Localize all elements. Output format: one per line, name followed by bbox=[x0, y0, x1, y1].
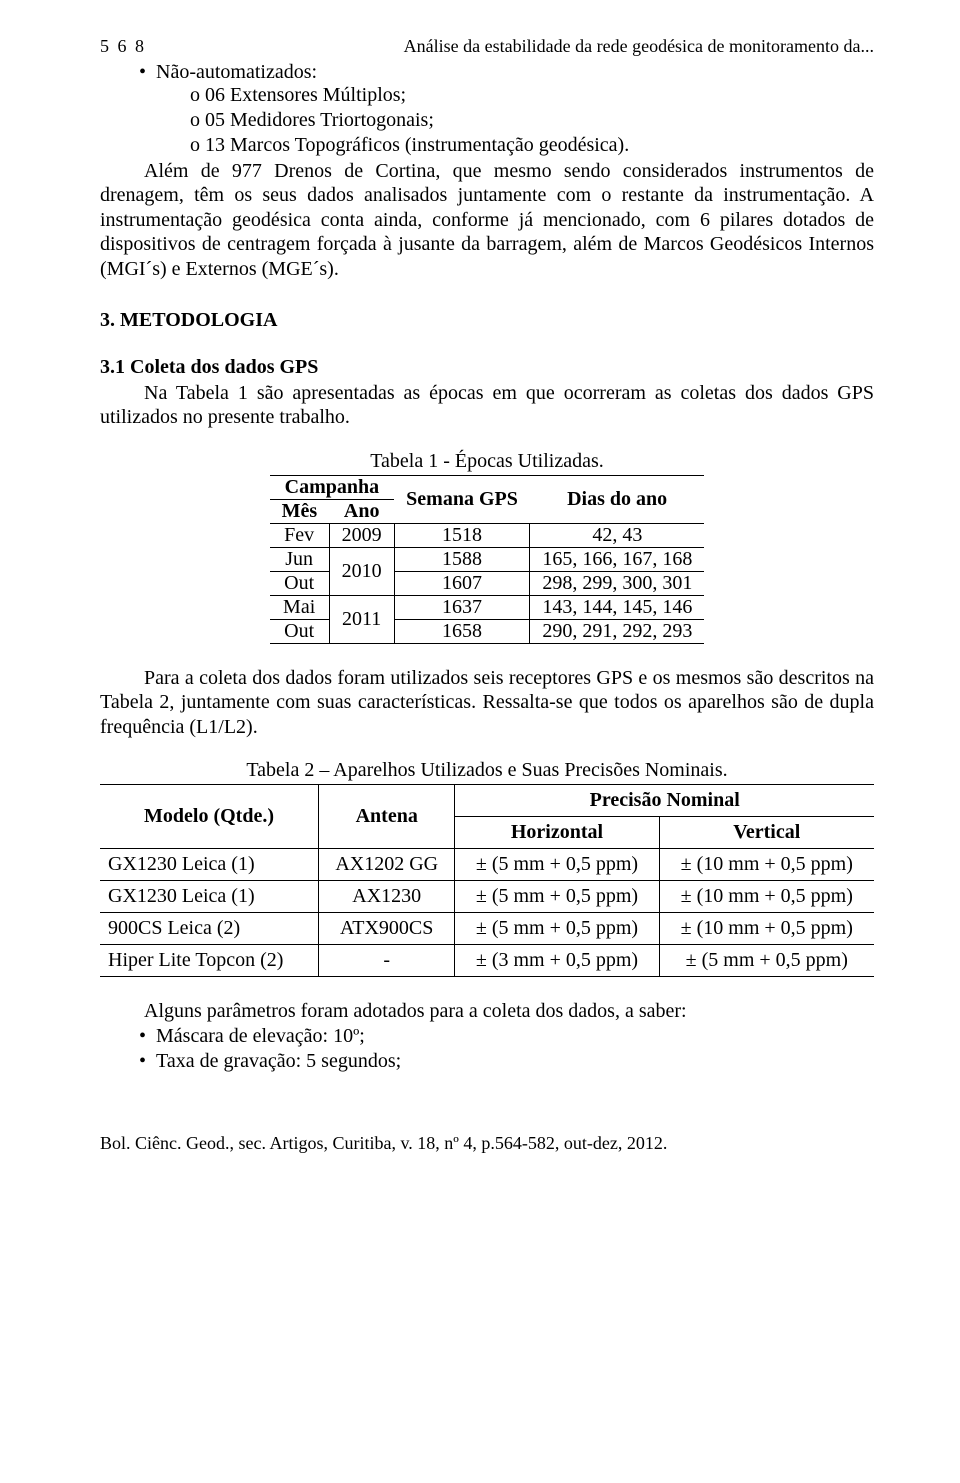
table-cell: 1518 bbox=[394, 523, 530, 547]
table-cell: 165, 166, 167, 168 bbox=[530, 547, 705, 571]
table-cell: ± (10 mm + 0,5 ppm) bbox=[659, 912, 874, 944]
table-cell: ± (5 mm + 0,5 ppm) bbox=[455, 912, 659, 944]
table-caption: Tabela 1 - Épocas Utilizadas. bbox=[100, 450, 874, 473]
table-cell: ± (3 mm + 0,5 ppm) bbox=[455, 944, 659, 976]
table-cell: Hiper Lite Topcon (2) bbox=[100, 944, 319, 976]
bullet-list: Não-automatizados: 06 Extensores Múltipl… bbox=[156, 61, 874, 157]
table-header: Modelo (Qtde.) bbox=[100, 784, 319, 848]
table-header: Semana GPS bbox=[394, 475, 530, 523]
table-header: Dias do ano bbox=[530, 475, 705, 523]
page-header: 5 6 8 Análise da estabilidade da rede ge… bbox=[100, 36, 874, 57]
table-cell: GX1230 Leica (1) bbox=[100, 880, 319, 912]
table-cell: AX1202 GG bbox=[319, 848, 455, 880]
table-cell: 900CS Leica (2) bbox=[100, 912, 319, 944]
table-cell: 1588 bbox=[394, 547, 530, 571]
table-cell: Mai bbox=[270, 595, 330, 619]
table-cell: Fev bbox=[270, 523, 330, 547]
table-2: Modelo (Qtde.) Antena Precisão Nominal H… bbox=[100, 784, 874, 977]
table-cell: ± (10 mm + 0,5 ppm) bbox=[659, 848, 874, 880]
table-cell: AX1230 bbox=[319, 880, 455, 912]
running-title: Análise da estabilidade da rede geodésic… bbox=[404, 36, 874, 57]
table-header: Ano bbox=[329, 499, 394, 523]
table-cell: 1607 bbox=[394, 571, 530, 595]
table-caption: Tabela 2 – Aparelhos Utilizados e Suas P… bbox=[100, 759, 874, 782]
page: 5 6 8 Análise da estabilidade da rede ge… bbox=[0, 0, 960, 1190]
list-item: 05 Medidores Triortogonais; bbox=[190, 109, 874, 132]
list-item: Não-automatizados: 06 Extensores Múltipl… bbox=[156, 61, 874, 157]
table-cell: ± (10 mm + 0,5 ppm) bbox=[659, 880, 874, 912]
table-cell: - bbox=[319, 944, 455, 976]
table-header: Vertical bbox=[659, 816, 874, 848]
table-cell: 42, 43 bbox=[530, 523, 705, 547]
table-header: Antena bbox=[319, 784, 455, 848]
table-cell: Jun bbox=[270, 547, 330, 571]
list-item: Máscara de elevação: 10º; bbox=[156, 1025, 874, 1048]
page-number: 5 6 8 bbox=[100, 36, 146, 57]
table-cell: ATX900CS bbox=[319, 912, 455, 944]
table-cell: 1658 bbox=[394, 619, 530, 643]
table-header: Campanha bbox=[270, 475, 395, 499]
paragraph: Na Tabela 1 são apresentadas as épocas e… bbox=[100, 381, 874, 430]
table-cell: Out bbox=[270, 619, 330, 643]
table-cell: 2009 bbox=[329, 523, 394, 547]
paragraph: Alguns parâmetros foram adotados para a … bbox=[100, 999, 874, 1023]
table-cell: 2010 bbox=[329, 547, 394, 595]
paragraph: Para a coleta dos dados foram utilizados… bbox=[100, 666, 874, 739]
table-header: Mês bbox=[270, 499, 330, 523]
section-heading: 3. METODOLOGIA bbox=[100, 309, 874, 332]
paragraph: Além de 977 Drenos de Cortina, que mesmo… bbox=[100, 159, 874, 281]
table-cell: 290, 291, 292, 293 bbox=[530, 619, 705, 643]
list-item-label: Não-automatizados: bbox=[156, 61, 317, 83]
list-item: 13 Marcos Topográficos (instrumentação g… bbox=[190, 134, 874, 157]
sub-list: 06 Extensores Múltiplos; 05 Medidores Tr… bbox=[190, 84, 874, 157]
table-cell: GX1230 Leica (1) bbox=[100, 848, 319, 880]
list-item: 06 Extensores Múltiplos; bbox=[190, 84, 874, 107]
list-item: Taxa de gravação: 5 segundos; bbox=[156, 1050, 874, 1073]
table-1: Campanha Semana GPS Dias do ano Mês Ano … bbox=[270, 475, 705, 644]
table-cell: 1637 bbox=[394, 595, 530, 619]
table-cell: 2011 bbox=[329, 595, 394, 643]
table-cell: 143, 144, 145, 146 bbox=[530, 595, 705, 619]
param-list: Máscara de elevação: 10º; Taxa de gravaç… bbox=[156, 1025, 874, 1073]
table-cell: ± (5 mm + 0,5 ppm) bbox=[659, 944, 874, 976]
subsection-heading: 3.1 Coleta dos dados GPS bbox=[100, 356, 874, 379]
table-cell: ± (5 mm + 0,5 ppm) bbox=[455, 880, 659, 912]
table-cell: ± (5 mm + 0,5 ppm) bbox=[455, 848, 659, 880]
table-cell: Out bbox=[270, 571, 330, 595]
table-header: Precisão Nominal bbox=[455, 784, 874, 816]
table-cell: 298, 299, 300, 301 bbox=[530, 571, 705, 595]
table-header: Horizontal bbox=[455, 816, 659, 848]
page-footer: Bol. Ciênc. Geod., sec. Artigos, Curitib… bbox=[100, 1133, 874, 1154]
